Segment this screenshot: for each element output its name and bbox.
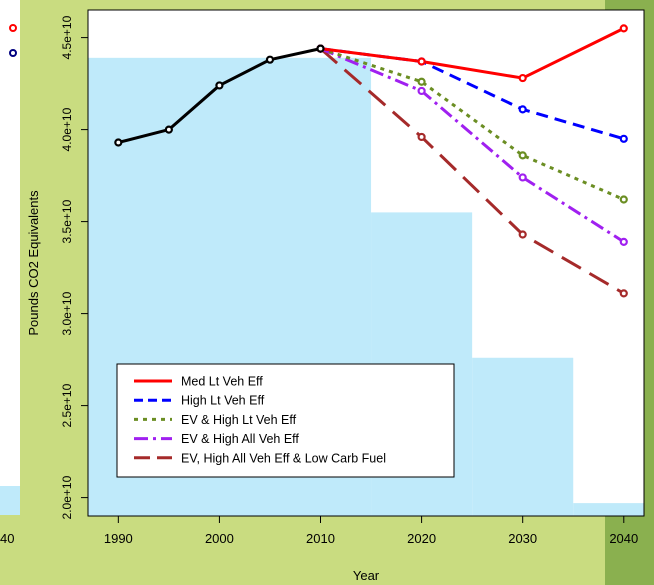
left-panel-bar [0, 486, 20, 515]
x-axis-title: Year [353, 568, 380, 583]
series-point-4 [619, 237, 628, 246]
series-point-2 [619, 134, 628, 143]
historical-point [316, 44, 325, 53]
y-tick-label: 3.0e+10 [60, 291, 74, 335]
historical-point [164, 125, 173, 134]
left-point-navy [9, 49, 17, 57]
series-line-5 [319, 47, 625, 295]
series-point-3 [619, 195, 628, 204]
y-tick-label: 3.5e+10 [60, 199, 74, 243]
legend-box [116, 363, 455, 478]
series-point-2 [518, 105, 527, 114]
left-point-red [9, 24, 17, 32]
y-tick-label: 4.5e+10 [60, 15, 74, 59]
y-tick-label: 2.0e+10 [60, 475, 74, 519]
x-tick-label: 2000 [205, 531, 234, 546]
left-panel-tick-label: 40 [0, 531, 15, 546]
series-point-3 [417, 77, 426, 86]
x-tick-label: 2020 [407, 531, 436, 546]
legend-label: EV & High All Veh Eff [181, 432, 299, 446]
left-panel-fragment [0, 0, 20, 515]
x-tick-label: 2030 [508, 531, 537, 546]
series-point-1 [619, 24, 628, 33]
series-line-1 [320, 27, 625, 80]
legend-label: High Lt Veh Eff [181, 394, 265, 408]
y-axis-title: Pounds CO2 Equivalents [26, 190, 41, 336]
x-tick-label: 2010 [306, 531, 335, 546]
x-tick-label: 1990 [104, 531, 133, 546]
historical-point [215, 81, 224, 90]
series-point-1 [417, 57, 426, 66]
series-point-5 [518, 230, 527, 239]
series-line-2 [320, 47, 625, 141]
series-point-4 [518, 173, 527, 182]
legend-label: EV & High Lt Veh Eff [181, 413, 297, 427]
y-tick-label: 2.5e+10 [60, 383, 74, 427]
x-tick-label: 2040 [609, 531, 638, 546]
series-point-5 [417, 132, 426, 142]
series-point-3 [518, 151, 527, 160]
historical-point [114, 138, 123, 147]
legend-label: Med Lt Veh Eff [181, 375, 263, 389]
series-point-5 [619, 289, 628, 298]
series-point-1 [518, 73, 527, 83]
legend-label: EV, High All Veh Eff & Low Carb Fuel [181, 451, 386, 465]
y-tick-label: 4.0e+10 [60, 107, 74, 151]
series-point-4 [417, 86, 426, 96]
series-line-4 [319, 47, 625, 244]
plot-frame [87, 9, 645, 517]
background-step [472, 357, 574, 516]
historical-point [265, 55, 275, 64]
background-step [573, 503, 644, 516]
